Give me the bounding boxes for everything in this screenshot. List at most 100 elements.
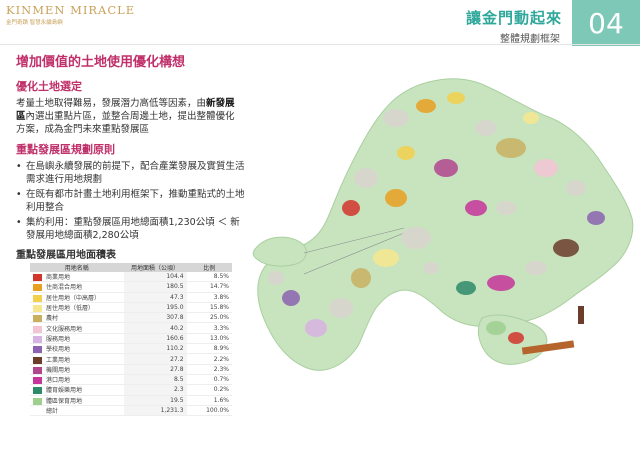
callout-line xyxy=(303,232,405,275)
table-row: 農村 307.8 25.0% xyxy=(30,312,232,324)
land-use-name: 體育娛樂用地 xyxy=(46,387,83,395)
land-use-name: 學校用地 xyxy=(46,346,71,354)
area-cell: 1,231.3 xyxy=(123,405,187,417)
land-use-name: 居住用地（低層） xyxy=(46,305,95,313)
land-use-name: 體區保育用地 xyxy=(46,397,83,405)
land-use-patch xyxy=(397,146,415,160)
table-row: 文化服務用地 40.2 3.3% xyxy=(30,322,232,334)
color-swatch xyxy=(33,387,42,395)
land-use-name: 居住用地（中高層） xyxy=(46,294,101,302)
list-item: 在既有都市計畫土地利用框架下，推動重點式的土地利用整合 xyxy=(16,188,248,214)
area-cell: 104.4 xyxy=(123,272,187,283)
table-row: 學校用地 110.2 8.9% xyxy=(30,343,232,355)
land-use-patch xyxy=(475,120,497,136)
percent-cell: 14.7% xyxy=(186,281,232,293)
island-landmass-west xyxy=(252,236,307,267)
land-use-name: 機關用地 xyxy=(46,366,71,374)
land-use-patch xyxy=(423,262,439,274)
table-row: 總計 1,231.3 100.0% xyxy=(30,405,232,417)
logo-text: KINMEN MIRACLE xyxy=(6,3,136,17)
area-cell: 180.5 xyxy=(123,281,187,293)
land-use-name: 農村 xyxy=(46,315,59,323)
table-row: 居住用地（低層） 195.0 15.8% xyxy=(30,302,232,314)
table-row: 體區保育用地 19.5 1.6% xyxy=(30,395,232,406)
land-use-name: 服務用地 xyxy=(46,335,71,343)
table-row: 體育娛樂用地 2.3 0.2% xyxy=(30,384,232,396)
callout-line xyxy=(303,227,405,254)
industrial-zone xyxy=(578,306,584,324)
land-use-patch xyxy=(487,275,515,291)
land-use-patch xyxy=(373,249,399,267)
table-title: 重點發展區用地面積表 xyxy=(16,250,116,261)
land-use-patch xyxy=(486,321,506,335)
color-swatch xyxy=(33,366,42,374)
land-use-name-cell: 港口用地 xyxy=(30,374,124,386)
land-use-patch xyxy=(354,168,378,188)
port-pier xyxy=(521,340,575,355)
area-cell: 195.0 xyxy=(123,302,187,314)
area-cell: 40.2 xyxy=(123,322,187,334)
land-use-name-cell: 體區保育用地 xyxy=(30,395,124,406)
land-use-name: 商業用地 xyxy=(46,274,71,282)
text-bold-segment: 新發展區 xyxy=(16,98,235,122)
land-use-name: 工業用地 xyxy=(46,356,71,364)
percent-cell: 0.2% xyxy=(186,384,232,396)
land-use-name: 住商混合用地 xyxy=(46,284,83,292)
area-cell: 160.6 xyxy=(123,333,187,345)
color-swatch xyxy=(33,305,42,313)
land-use-patch xyxy=(587,211,605,225)
color-swatch xyxy=(33,377,42,385)
land-use-name-cell: 住商混合用地 xyxy=(30,281,124,293)
percent-cell: 8.9% xyxy=(186,343,232,355)
land-use-name-cell: 居住用地（低層） xyxy=(30,302,124,314)
land-use-map xyxy=(252,78,634,371)
percent-cell: 0.7% xyxy=(186,374,232,386)
list-item: 在島嶼永續發展的前提下，配合產業發展及實質生活需求進行用地規劃 xyxy=(16,160,248,186)
percent-cell: 2.3% xyxy=(186,364,232,375)
color-swatch xyxy=(33,284,42,292)
land-use-patch xyxy=(566,180,586,196)
land-use-name: 總計 xyxy=(46,408,59,415)
land-use-patch xyxy=(342,200,360,216)
section-title-principles: 重點發展區規劃原則 xyxy=(16,143,115,156)
percent-cell: 3.3% xyxy=(186,322,232,334)
area-cell: 27.2 xyxy=(123,353,187,365)
principles-list: 在島嶼永續發展的前提下，配合產業發展及實質生活需求進行用地規劃 在既有都市計畫土… xyxy=(16,160,248,242)
land-use-name: 港口用地 xyxy=(46,377,71,385)
color-swatch xyxy=(33,356,42,364)
land-use-patch xyxy=(282,290,300,306)
area-cell: 307.8 xyxy=(123,312,187,324)
land-use-patch xyxy=(456,281,476,295)
section-text-optimize: 考量土地取得難易，發展潛力高低等因素，由新發展區內選出重點片區，並整合周邊土地，… xyxy=(16,97,241,136)
land-use-patch xyxy=(496,201,516,215)
text-segment: 內選出重點片區，並整合周邊土地，提出整體優化方案，成為金門未來重點發展區 xyxy=(16,111,235,135)
land-use-patch xyxy=(329,298,353,318)
land-use-patch xyxy=(383,109,409,127)
color-swatch xyxy=(33,274,42,282)
land-use-name-cell: 商業用地 xyxy=(30,272,124,283)
color-swatch xyxy=(33,294,42,302)
land-use-name-cell: 機關用地 xyxy=(30,364,124,375)
land-use-patch xyxy=(447,92,465,104)
table-row: 服務用地 160.6 13.0% xyxy=(30,333,232,345)
land-use-patch xyxy=(416,99,436,113)
area-cell: 27.8 xyxy=(123,364,187,375)
percent-cell: 13.0% xyxy=(186,333,232,345)
table-row: 工業用地 27.2 2.2% xyxy=(30,353,232,365)
color-swatch xyxy=(33,346,42,354)
percent-cell: 8.5% xyxy=(186,272,232,283)
land-use-patch xyxy=(434,159,458,177)
page-number-badge: 04 xyxy=(572,0,640,46)
land-use-patch xyxy=(385,189,407,207)
land-use-name-cell: 學校用地 xyxy=(30,343,124,355)
header-divider xyxy=(0,44,640,45)
column-header: 用地名稱 xyxy=(30,263,124,272)
land-use-name-cell: 體育娛樂用地 xyxy=(30,384,124,396)
color-swatch xyxy=(33,408,42,415)
land-use-name-cell: 總計 xyxy=(30,405,124,417)
color-swatch xyxy=(33,397,42,405)
header-subtitle: 整體規劃框架 xyxy=(500,34,560,45)
table-row: 商業用地 104.4 8.5% xyxy=(30,272,232,283)
header-title: 讓金門動起來 xyxy=(465,9,562,27)
table-row: 機關用地 27.8 2.3% xyxy=(30,364,232,375)
